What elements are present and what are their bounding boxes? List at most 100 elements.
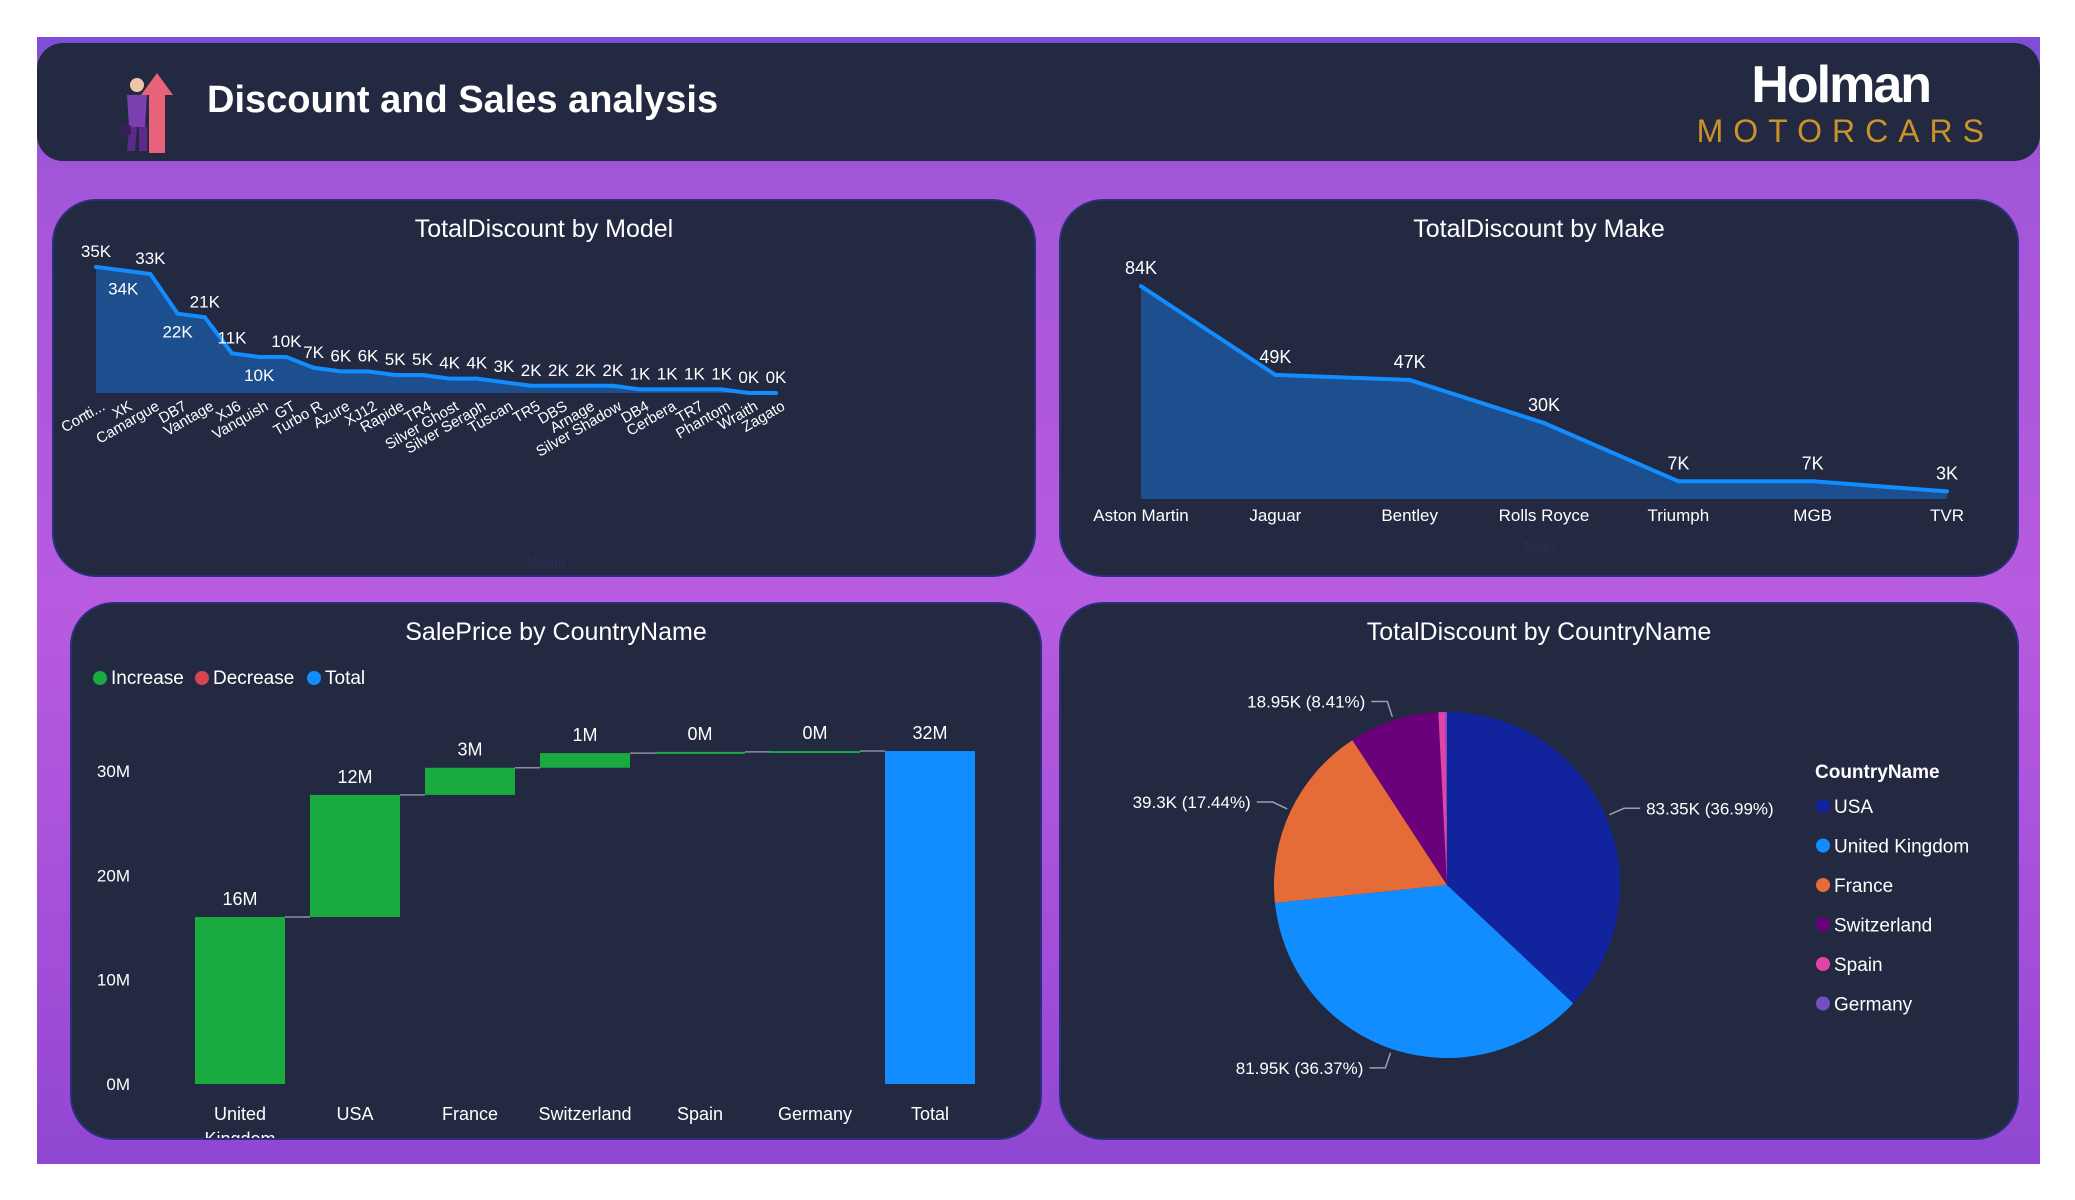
data-point (638, 387, 642, 392)
legend-marker-total (307, 671, 321, 685)
data-label: 3K (1936, 463, 1958, 483)
bar (310, 794, 400, 917)
y-tick-label: 10M (97, 971, 130, 990)
legend-label: Decrease (213, 668, 294, 689)
data-label: 11K (218, 328, 248, 347)
series-line (95, 264, 776, 395)
data-point (746, 391, 751, 395)
data-label: 3K (494, 357, 515, 376)
data-label: 6K (330, 346, 351, 365)
data-point (1945, 489, 1949, 494)
data-point (474, 376, 479, 381)
page-title: Discount and Sales analysis (207, 79, 719, 121)
x-tick-label: USA (336, 1104, 373, 1124)
data-point (583, 383, 588, 388)
data-label: 83.35K (36.99%) (1646, 799, 1774, 818)
chart-title: TotalDiscount by Model (414, 215, 674, 243)
discount-pie-chart: 83.35K (36.99%) 81.95K (36.37%) 39.3K (17.… (1133, 692, 1970, 1077)
area-fill (1141, 286, 1947, 499)
data-label: 0K (738, 368, 759, 387)
x-tick-label: Triumph (1647, 506, 1709, 525)
data-label: 1K (711, 364, 732, 383)
data-point (393, 372, 398, 377)
data-label: 1K (684, 364, 705, 383)
data-point (420, 372, 425, 377)
data-label: 0M (687, 724, 712, 744)
data-point (94, 264, 98, 269)
chart-title: TotalDiscount by CountryName (1366, 618, 1712, 646)
x-tick-label: France (442, 1104, 498, 1124)
legend-marker (1816, 917, 1830, 932)
legend-marker (1816, 878, 1830, 892)
y-tick-label: 30M (97, 762, 130, 781)
data-label: 2K (548, 361, 569, 380)
legend-marker (1816, 957, 1830, 971)
pie-slice (1274, 740, 1447, 903)
legend-marker-decrease (195, 671, 209, 685)
x-tick-label: Jaguar (1249, 506, 1301, 525)
legend-title: CountryName (1815, 762, 1940, 783)
bar (885, 751, 975, 1084)
y-tick-label: 0M (106, 1075, 130, 1094)
data-label: 49K (1259, 347, 1291, 367)
pie-slice (1438, 712, 1447, 885)
bar (655, 751, 745, 754)
data-point (719, 387, 724, 392)
data-point (447, 376, 452, 381)
data-label: 1K (657, 364, 678, 383)
x-tick-label: Switzerland (538, 1104, 631, 1124)
x-tick-label: Aston Martin (1093, 506, 1188, 525)
data-label: 21K (190, 292, 221, 311)
data-point (529, 383, 534, 388)
chart-title: SalePrice by CountryName (405, 618, 707, 646)
x-tick-label: Kingdom (204, 1129, 275, 1140)
chart-panel-discount-by-country[interactable]: TotalDiscount by CountryName 83.35K (36.… (1059, 602, 2019, 1140)
data-point (1273, 372, 1278, 377)
data-point (1407, 377, 1412, 382)
pie-slice (1447, 712, 1620, 1004)
data-label: 1M (572, 725, 597, 745)
data-point (311, 365, 316, 370)
data-point (774, 391, 778, 395)
data-label: 33K (135, 249, 166, 268)
legend-marker (1816, 996, 1830, 1011)
leader-line (1369, 1052, 1392, 1069)
legend-label: USA (1834, 797, 1873, 818)
y-tick-label: 20M (97, 866, 130, 885)
data-label: 4K (466, 354, 487, 373)
data-label: 2K (521, 361, 542, 380)
x-tick-label: TVR (1930, 506, 1964, 525)
data-point (610, 383, 615, 388)
header-bar: Discount and Sales analysis Holman MOTOR… (37, 43, 2040, 161)
data-label: 5K (385, 350, 406, 369)
growth-person-icon (119, 73, 173, 153)
data-point (121, 268, 126, 273)
data-label: 3M (457, 740, 482, 760)
data-point (366, 369, 370, 374)
x-tick-label: Germany (778, 1104, 852, 1124)
data-label: 7K (303, 343, 324, 362)
legend-label: Increase (111, 668, 184, 689)
data-label: 30K (1528, 395, 1560, 415)
chart-panel-saleprice-by-country[interactable]: SalePrice by CountryName Increase Decreas… (70, 602, 1042, 1140)
data-label: 6K (358, 346, 379, 365)
legend-marker (1816, 838, 1830, 853)
data-point (230, 351, 234, 356)
legend-label: France (1834, 876, 1893, 897)
data-point (1676, 479, 1681, 484)
data-label: 84K (1125, 258, 1157, 278)
chart-panel-discount-by-make[interactable]: TotalDiscount by Make 84K 49K 47K 30K 7K 7K 3K… (1059, 199, 2019, 577)
chart-panel-discount-by-model[interactable]: TotalDiscount by Model 35K 34K 33K 22K 21K 11… (52, 199, 1036, 577)
data-point (556, 383, 561, 388)
pie-slice (1274, 885, 1574, 1058)
data-label: 16M (222, 889, 257, 909)
data-point (257, 354, 262, 359)
data-label: 0K (766, 368, 787, 387)
x-tick-label: Rolls Royce (1499, 506, 1590, 525)
legend-label: Switzerland (1834, 916, 1932, 937)
data-point (148, 272, 153, 277)
discount-by-make-chart: 84K 49K 47K 30K 7K 7K 3K Aston Martin Jaguar Bent… (1093, 258, 1964, 554)
dashboard-canvas: Discount and Sales analysis Holman MOTOR… (37, 37, 2040, 1164)
x-tick-label: Spain (677, 1104, 723, 1124)
saleprice-waterfall-chart: Increase Decrease Total 0M 10M 20M 30M 16M Unite… (93, 668, 975, 1140)
